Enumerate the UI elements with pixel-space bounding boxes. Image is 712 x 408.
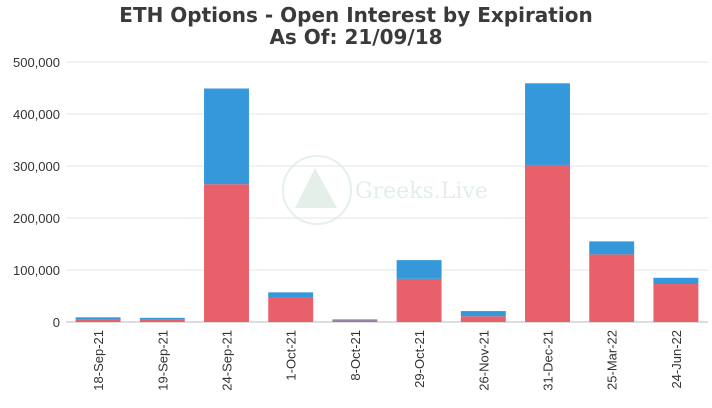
bar-segment-series-2 [139,317,185,320]
x-tick-label: 26-Nov-21 [476,330,491,391]
x-tick-label: 8-Oct-21 [348,330,363,381]
x-tick-label: 24-Sep-21 [220,330,235,391]
bar-segment-series-2 [268,292,314,298]
y-axis-ticks: 0 100,000 200,000 300,000 400,000 500,000 [13,55,60,330]
bar-segment-series-2 [460,311,506,317]
bar-segment-series-1 [460,316,506,322]
x-tick-label: 31-Dec-21 [541,330,556,391]
bar-segment-series-1 [268,297,314,322]
x-tick-label: 19-Sep-21 [155,330,170,391]
chart-subtitle: As Of: 21/09/18 [269,25,443,49]
watermark-logo-shape [295,168,337,208]
bar-segment-series-1 [332,320,378,322]
bar-segment-series-1 [204,184,249,322]
bar-segment-series-1 [589,254,635,322]
bar-segment-series-1 [75,319,121,322]
x-tick-label: 25-Mar-22 [605,330,620,390]
x-tick-label: 18-Sep-21 [91,330,106,391]
x-tick-label: 24-Jun-22 [669,330,684,389]
bar-segment-series-2 [589,241,635,255]
bar-segment-series-2 [204,88,249,185]
bar-segment-series-1 [653,284,699,322]
y-tick-label: 100,000 [13,263,60,278]
y-tick-label: 300,000 [13,159,60,174]
bar-segment-series-1 [525,164,570,322]
x-tick-label: 1-Oct-21 [284,330,299,381]
bar-segment-series-2 [525,83,570,165]
bar-segment-series-2 [396,260,442,279]
x-axis-ticks: 18-Sep-21 19-Sep-21 24-Sep-21 1-Oct-21 8-Oct… [91,330,684,391]
y-tick-label: 0 [53,315,60,330]
bars [75,83,699,322]
y-tick-label: 200,000 [13,211,60,226]
bar-segment-series-2 [653,277,699,285]
watermark-text: Greeks.Live [355,179,488,204]
y-tick-label: 400,000 [13,107,60,122]
y-tick-label: 500,000 [13,55,60,70]
watermark-logo-ring [282,155,352,225]
bar-segment-series-1 [139,319,185,322]
bar-segment-series-1 [396,278,442,322]
bar-segment-series-2 [75,317,121,320]
bar-segment-series-2 [332,319,378,321]
watermark: Greeks.Live [282,155,488,225]
chart-title: ETH Options - Open Interest by Expiratio… [119,3,593,27]
x-tick-label: 29-Oct-21 [412,330,427,388]
chart-title-block: ETH Options - Open Interest by Expiratio… [0,4,712,48]
